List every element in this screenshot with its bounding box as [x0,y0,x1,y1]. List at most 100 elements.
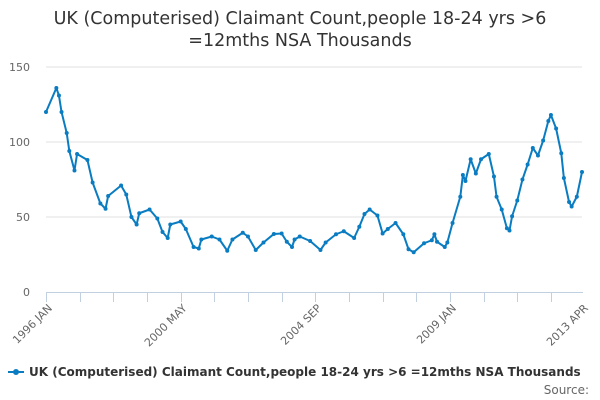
data-point [160,230,165,234]
data-point [103,206,108,211]
data-point [106,194,111,198]
data-point [59,110,64,114]
data-point [98,201,103,206]
data-point [450,221,455,225]
data-point [393,221,398,225]
data-point [411,250,416,255]
data-point [352,236,357,240]
data-point [199,237,204,242]
data-point [499,207,504,212]
data-point [507,228,512,233]
data-point [75,152,80,156]
data-point [245,234,250,239]
data-point [129,215,134,219]
data-point [341,229,346,234]
data-point [375,213,380,218]
data-point [434,239,439,244]
data-point [554,126,559,131]
data-point [72,168,77,173]
data-point [546,119,551,123]
data-point [54,86,59,90]
data-point [253,248,258,252]
data-point [183,227,188,231]
data-point [289,245,294,249]
x-tick-label: 2004 SEP [278,302,324,348]
data-point [380,231,385,236]
legend-label: UK (Computerised) Claimant Count,people … [29,365,581,379]
data-point [429,238,434,243]
data-point [494,194,499,199]
data-point [196,246,201,251]
data-point [548,113,553,117]
data-point [406,247,411,252]
data-point [530,146,535,150]
data-point [479,157,484,162]
data-point [515,198,520,203]
data-point [422,241,427,246]
data-point [442,245,447,249]
data-point [491,174,496,179]
data-point [279,231,284,236]
data-point [580,170,584,174]
y-tick-label: 50 [16,211,30,224]
data-point [90,180,95,185]
x-tick-label: 2009 JAN [414,302,459,347]
data-point [561,176,566,180]
x-tick-label: 1996 JAN [10,302,55,347]
data-point [525,162,530,167]
series-line [45,87,583,254]
data-point [458,194,463,199]
data-point [124,192,129,197]
data-point [574,194,579,199]
data-point [292,237,297,242]
data-point [261,240,266,245]
data-point [468,157,473,162]
legend-line-marker-icon [8,369,24,375]
data-point [168,222,173,227]
data-point [504,226,509,231]
data-point [323,240,328,245]
data-point [225,248,230,253]
data-point [334,232,339,237]
chart-title: UK (Computerised) Claimant Count,people … [53,9,547,51]
data-point [67,149,72,153]
data-point [510,214,515,219]
data-point [134,222,139,227]
data-point [284,239,289,244]
data-point [308,239,313,243]
data-point [559,151,564,156]
data-point [367,207,372,212]
data-point [569,204,574,209]
data-point [297,234,302,239]
data-point [165,236,170,240]
data-point [432,232,437,237]
x-tick-label: 2013 APR [544,302,591,349]
data-point [357,224,362,229]
x-tick-label: 2000 MAY [142,302,190,350]
legend-item[interactable]: UK (Computerised) Claimant Count,people … [8,365,581,379]
source-label: Source: [543,383,589,397]
data-point [217,237,222,242]
data-point [44,110,48,114]
y-tick-label: 150 [9,61,30,74]
data-point [178,219,183,224]
data-point [56,93,61,98]
y-tick-label: 100 [9,136,30,149]
data-point [64,131,69,135]
data-point [520,177,525,182]
data-point [137,211,142,216]
data-point [119,183,124,188]
data-point [362,212,367,216]
data-point [209,234,214,239]
data-point [567,200,572,204]
data-point [318,248,323,252]
data-point [240,230,245,235]
data-point [535,153,540,158]
data-point [147,207,152,212]
data-point [230,237,235,242]
data-point [385,227,390,231]
data-point [473,171,478,176]
data-point [155,216,160,221]
data-point [85,158,90,162]
